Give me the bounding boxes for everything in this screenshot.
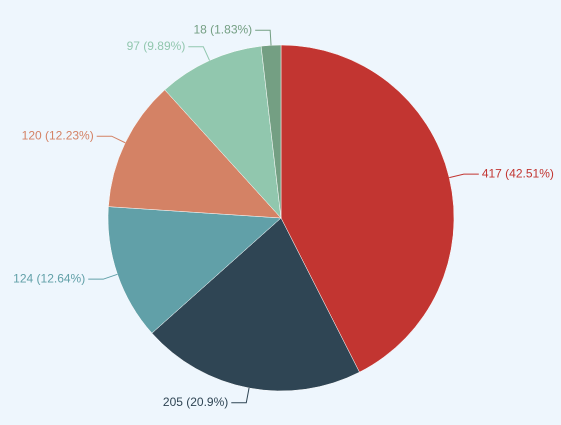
data-label: 18 (1.83%) bbox=[193, 22, 252, 36]
data-label: 205 (20.9%) bbox=[163, 395, 228, 409]
data-label: 417 (42.51%) bbox=[482, 166, 554, 180]
leader-line bbox=[96, 135, 126, 144]
data-label: 120 (12.23%) bbox=[22, 128, 94, 142]
leader-line bbox=[231, 387, 250, 404]
leader-line bbox=[88, 273, 118, 280]
leader-line bbox=[188, 46, 210, 61]
pie-slice bbox=[108, 89, 282, 219]
pie-slice bbox=[280, 44, 455, 373]
pie-slice bbox=[151, 217, 360, 392]
data-label: 124 (12.64%) bbox=[13, 271, 85, 285]
leader-line bbox=[449, 173, 479, 179]
pie-slice bbox=[107, 206, 282, 334]
data-label: 97 (9.89%) bbox=[127, 39, 186, 53]
leader-line bbox=[255, 29, 272, 46]
